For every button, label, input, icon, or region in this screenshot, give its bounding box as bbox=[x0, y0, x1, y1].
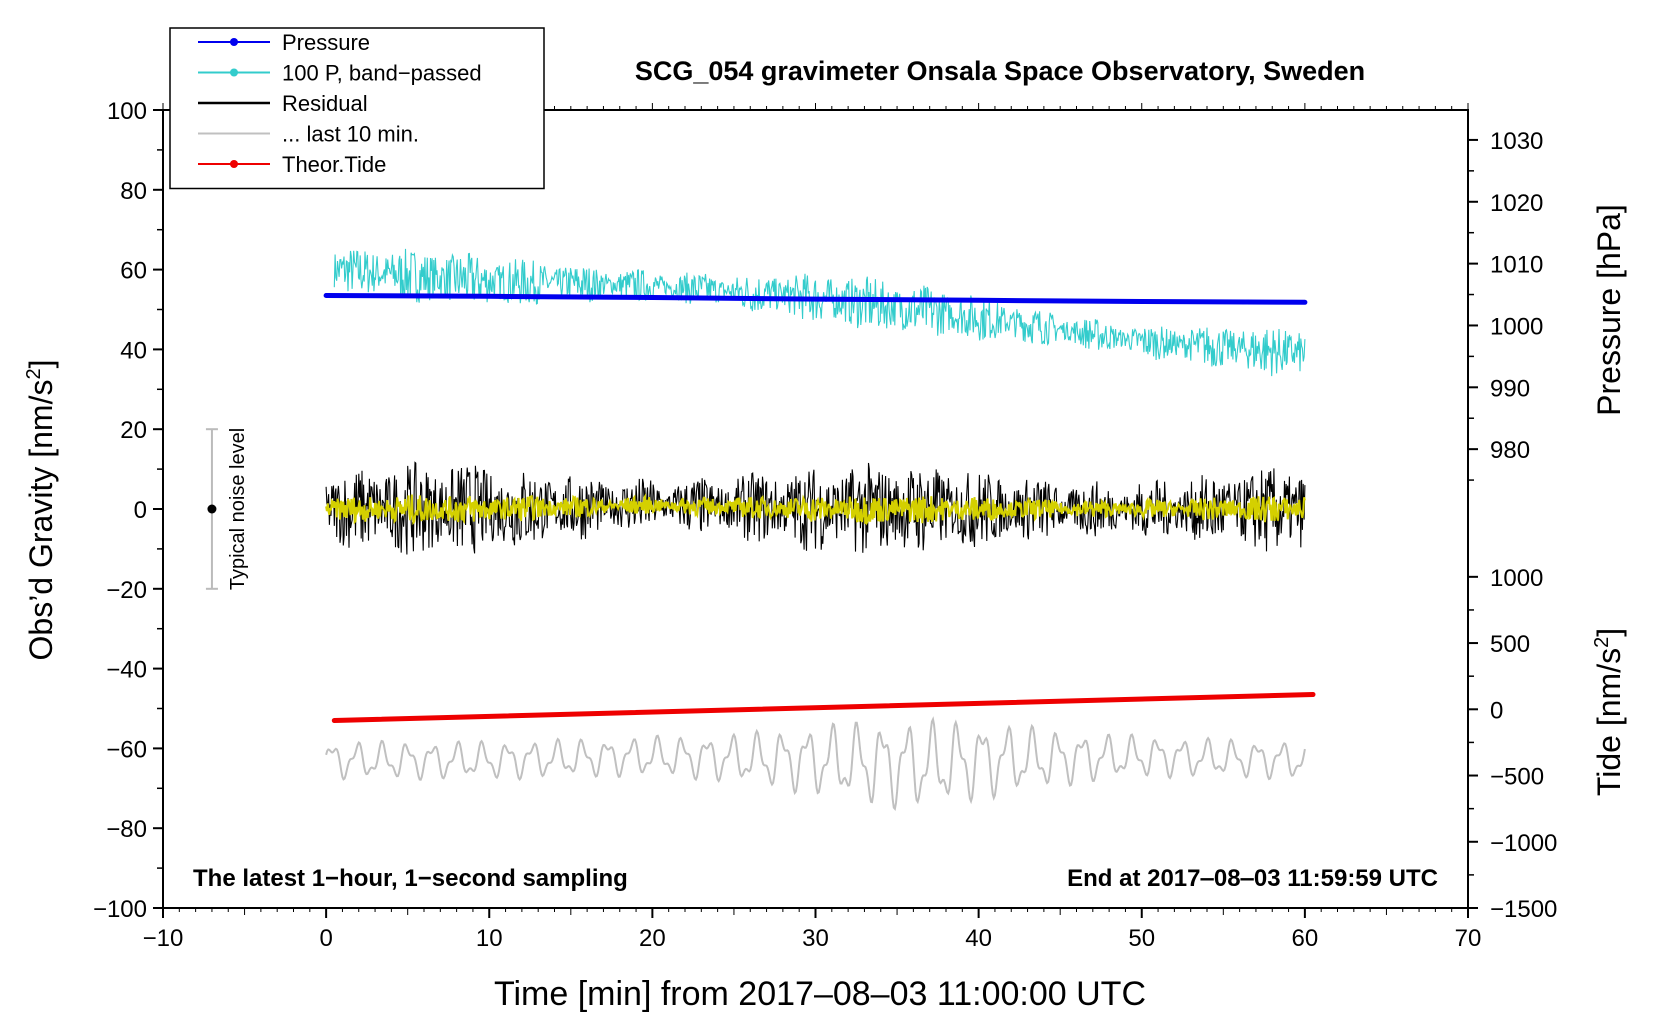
legend-marker bbox=[230, 160, 238, 168]
y-tick-label: −40 bbox=[106, 657, 147, 684]
pressure-tick-label: 980 bbox=[1490, 437, 1530, 464]
pressure-tick-label: 990 bbox=[1490, 375, 1530, 402]
pressure-tick-label: 1020 bbox=[1490, 190, 1543, 217]
tide-axis-label: Tide [nm/s2] bbox=[1591, 628, 1627, 796]
legend-entry: 100 P, band−passed bbox=[198, 61, 482, 86]
tide-tick-label: 0 bbox=[1490, 697, 1503, 724]
y-tick-label: −100 bbox=[93, 896, 147, 923]
tide-tick-label: 1000 bbox=[1490, 565, 1543, 592]
annotation-right: End at 2017‒08‒03 11:59:59 UTC bbox=[1067, 865, 1438, 892]
legend-label: Pressure bbox=[282, 30, 370, 55]
tide-tick-label: −1000 bbox=[1490, 830, 1557, 857]
x-tick-label: 50 bbox=[1128, 925, 1155, 952]
pressure-axis-ticks: 980 990 1000 1010 1020 1030 bbox=[1468, 128, 1543, 481]
x-tick-label: 70 bbox=[1455, 925, 1482, 952]
tide-tick-label: −500 bbox=[1490, 764, 1544, 791]
series-theor-tide bbox=[331, 692, 1316, 723]
x-tick-label: 10 bbox=[476, 925, 503, 952]
annotation-left: The latest 1−hour, 1−second sampling bbox=[193, 865, 628, 892]
typical-noise-bar: Typical noise level bbox=[205, 428, 249, 590]
pressure-axis-label: Pressure [hPa] bbox=[1591, 204, 1627, 416]
series-100-p-band-passed bbox=[333, 248, 1306, 377]
legend-label: 100 P, band−passed bbox=[282, 61, 482, 86]
x-tick-label: 60 bbox=[1292, 925, 1319, 952]
gravity-axis-ticks: −100 −80 −60 −40 −20 0 20 40 60 80 100 bbox=[93, 98, 163, 923]
noise-bar-dot bbox=[207, 504, 217, 514]
legend: Pressure 100 P, band−passed Residual ... la… bbox=[169, 27, 545, 190]
series-residual bbox=[325, 461, 1306, 555]
legend-marker bbox=[230, 38, 238, 46]
y-tick-label: 20 bbox=[120, 417, 147, 444]
tide-axis-ticks: −1500 −1000 −500 0 500 1000 bbox=[1468, 565, 1557, 923]
y-tick-label: −60 bbox=[106, 736, 147, 763]
x-tick-label: 0 bbox=[319, 925, 332, 952]
chart-title: SCG_054 gravimeter Onsala Space Observat… bbox=[635, 56, 1365, 86]
x-tick-label: 40 bbox=[965, 925, 992, 952]
series-layer bbox=[323, 248, 1316, 811]
y-tick-label: 80 bbox=[120, 178, 147, 205]
legend-marker bbox=[230, 68, 238, 77]
legend-label: ... last 10 min. bbox=[282, 122, 419, 147]
y-tick-label: −80 bbox=[106, 816, 147, 843]
pressure-tick-label: 1030 bbox=[1490, 128, 1543, 155]
x-tick-label: 30 bbox=[802, 925, 829, 952]
time-axis-ticks: −10 0 10 20 30 40 50 60 70 bbox=[143, 908, 1482, 952]
y-tick-label: 0 bbox=[134, 497, 147, 524]
y-tick-label: 40 bbox=[120, 337, 147, 364]
series-pressure bbox=[323, 293, 1308, 305]
noise-bar-label: Typical noise level bbox=[227, 428, 249, 590]
legend-entry: Pressure bbox=[198, 30, 370, 55]
pressure-tick-label: 1010 bbox=[1490, 252, 1543, 279]
y-tick-label: 100 bbox=[107, 98, 147, 125]
legend-entry: ... last 10 min. bbox=[198, 122, 419, 147]
x-axis-label: Time [min] from 2017‒08‒03 11:00:00 UTC bbox=[494, 975, 1146, 1013]
pressure-tick-label: 1000 bbox=[1490, 313, 1543, 340]
series-last-10-min bbox=[325, 716, 1306, 811]
tide-tick-label: −1500 bbox=[1490, 896, 1557, 923]
legend-entry: Theor.Tide bbox=[198, 152, 386, 177]
legend-label: Theor.Tide bbox=[282, 152, 386, 177]
tide-tick-label: 500 bbox=[1490, 631, 1530, 658]
gravity-axis-label: Obs’d Gravity [nm/s2] bbox=[23, 360, 59, 661]
legend-label: Residual bbox=[282, 91, 368, 116]
x-tick-label: −10 bbox=[143, 925, 184, 952]
series-residual-smoothed bbox=[325, 493, 1306, 526]
x-tick-label: 20 bbox=[639, 925, 666, 952]
legend-entry: Residual bbox=[198, 91, 368, 116]
y-tick-label: −20 bbox=[106, 577, 147, 604]
y-tick-label: 60 bbox=[120, 258, 147, 285]
